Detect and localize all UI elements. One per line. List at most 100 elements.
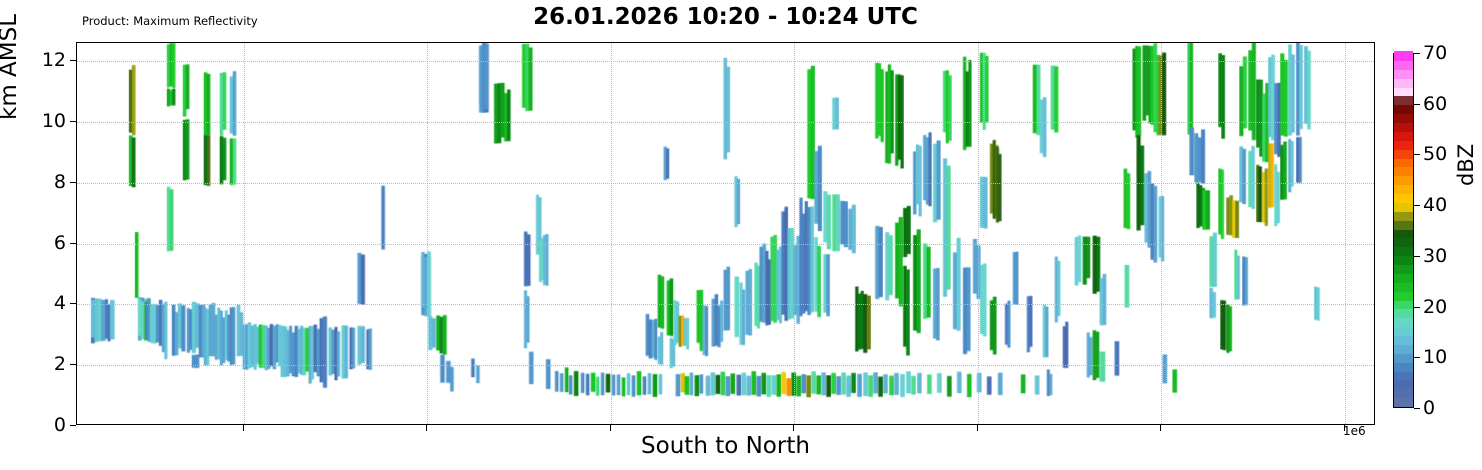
colorbar-segment: [1394, 255, 1413, 265]
grid-line-vertical: [611, 43, 612, 424]
grid-line-vertical: [794, 43, 795, 424]
colorbar-tick-label: 40: [1423, 194, 1448, 217]
x-tick-mark: [243, 425, 244, 431]
colorbar-segment: [1394, 219, 1413, 230]
colorbar-tick-mark: [1414, 357, 1420, 359]
y-tick-mark: [70, 303, 76, 305]
x-tick-mark: [426, 425, 427, 431]
colorbar-segment: [1394, 290, 1413, 301]
colorbar-segment: [1394, 148, 1413, 159]
colorbar-segment: [1394, 157, 1413, 168]
colorbar-segment: [1394, 344, 1413, 354]
x-tick-mark: [1160, 425, 1161, 431]
colorbar-tick-label: 60: [1423, 92, 1448, 115]
colorbar-segment: [1394, 397, 1413, 407]
colorbar-segment: [1394, 361, 1413, 372]
colorbar-tick-label: 10: [1423, 346, 1448, 369]
colorbar-tick-label: 30: [1423, 244, 1448, 267]
grid-line-vertical: [427, 43, 428, 424]
colorbar-segment: [1394, 388, 1413, 399]
colorbar-title: dBZ: [1454, 143, 1478, 186]
y-tick-mark: [70, 425, 76, 426]
y-tick-mark: [70, 121, 76, 123]
grid-line-vertical: [1345, 43, 1346, 424]
y-axis-label: km AMSL: [0, 13, 22, 120]
reflectivity-heatmap-canvas: [77, 43, 1374, 424]
colorbar-segment: [1394, 95, 1413, 106]
x-tick-mark: [1344, 425, 1345, 431]
colorbar-segment: [1394, 166, 1413, 177]
y-tick-label: 2: [53, 353, 66, 376]
colorbar-segment: [1394, 60, 1413, 70]
colorbar-segment: [1394, 237, 1413, 248]
colorbar-segment: [1394, 379, 1413, 390]
colorbar-segment: [1394, 51, 1413, 61]
colorbar-segment: [1394, 317, 1413, 328]
colorbar-segment: [1394, 104, 1413, 115]
y-tick-mark: [70, 242, 76, 244]
colorbar-tick-mark: [1414, 205, 1420, 207]
grid-line-vertical: [1161, 43, 1162, 424]
x-axis-label: South to North: [641, 433, 810, 459]
colorbar-segment: [1394, 308, 1413, 319]
colorbar-segment: [1394, 113, 1413, 123]
y-tick-label: 12: [41, 49, 66, 72]
colorbar-segment: [1394, 210, 1413, 221]
product-subtitle: Product: Maximum Reflectivity: [82, 14, 258, 28]
y-tick-label: 4: [53, 292, 66, 315]
grid-line-vertical: [244, 43, 245, 424]
colorbar-tick-mark: [1414, 255, 1420, 257]
colorbar-segment: [1394, 86, 1413, 97]
colorbar-segment: [1394, 184, 1413, 194]
colorbar-segment: [1394, 273, 1413, 283]
colorbar-tick-mark: [1414, 53, 1420, 54]
y-tick-mark: [70, 181, 76, 183]
colorbar-tick-mark: [1414, 103, 1420, 105]
colorbar-segment: [1394, 131, 1413, 141]
colorbar-gradient: [1393, 51, 1414, 408]
grid-line-horizontal: [77, 122, 1374, 124]
colorbar-segment: [1394, 68, 1413, 79]
x-tick-mark: [610, 425, 611, 431]
colorbar-segment: [1394, 193, 1413, 203]
y-tick-label: 8: [53, 170, 66, 193]
colorbar-segment: [1394, 202, 1413, 212]
plot-area: [76, 42, 1375, 425]
colorbar-segment: [1394, 122, 1413, 132]
colorbar-tick-label: 20: [1423, 295, 1448, 318]
x-axis-exponent: 1e6: [1343, 424, 1366, 438]
colorbar-segment: [1394, 139, 1413, 150]
colorbar-tick-mark: [1414, 154, 1420, 156]
grid-line-vertical: [978, 43, 979, 424]
colorbar-segment: [1394, 335, 1413, 345]
chart-title: 26.01.2026 10:20 - 10:24 UTC: [533, 4, 918, 30]
y-tick-label: 6: [53, 231, 66, 254]
x-tick-mark: [977, 425, 978, 431]
colorbar-tick-label: 50: [1423, 143, 1448, 166]
grid-line-horizontal: [77, 365, 1374, 367]
colorbar-segment: [1394, 326, 1413, 336]
y-tick-label: 10: [41, 110, 66, 133]
y-tick-mark: [70, 364, 76, 366]
colorbar-segment: [1394, 77, 1413, 88]
colorbar-segment: [1394, 175, 1413, 186]
colorbar: [1393, 51, 1414, 408]
colorbar-tick-label: 70: [1423, 42, 1448, 64]
colorbar-segment: [1394, 370, 1413, 381]
grid-line-horizontal: [77, 243, 1374, 245]
grid-line-horizontal: [77, 61, 1374, 63]
y-tick-mark: [70, 60, 76, 62]
colorbar-segment: [1394, 264, 1413, 274]
y-tick-label: 0: [53, 414, 66, 436]
x-tick-mark: [793, 425, 794, 431]
colorbar-segment: [1394, 246, 1413, 257]
colorbar-segment: [1394, 352, 1413, 363]
colorbar-segment: [1394, 281, 1413, 292]
colorbar-tick-mark: [1414, 306, 1420, 308]
colorbar-tick-mark: [1414, 408, 1420, 409]
grid-line-horizontal: [77, 304, 1374, 306]
grid-line-horizontal: [77, 182, 1374, 184]
colorbar-tick-label: 0: [1423, 397, 1436, 419]
colorbar-segment: [1394, 228, 1413, 239]
